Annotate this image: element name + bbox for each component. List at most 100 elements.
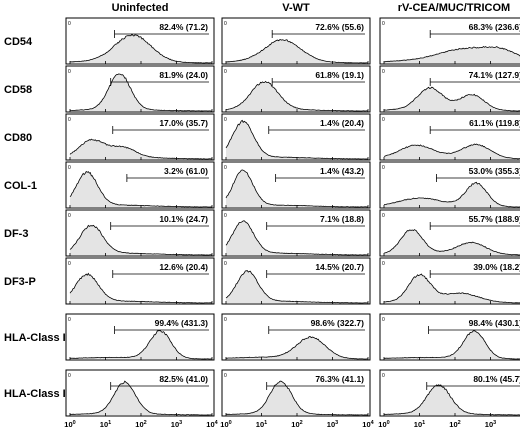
- x-tick-exponent: 4: [371, 420, 375, 426]
- gate-annotation: 17.0% (35.7): [159, 118, 208, 128]
- histogram-line: [70, 330, 212, 360]
- histogram-line: [69, 138, 212, 160]
- histogram-panel: 0 61.8% (19.1): [221, 65, 371, 113]
- y-tick-label: 0: [382, 69, 385, 75]
- x-tick-exponent: 4: [215, 420, 219, 426]
- x-tick-exponent: 1: [264, 420, 267, 426]
- column-header: Uninfected: [112, 2, 169, 14]
- histogram-panel: 0 98.6% (322.7): [221, 313, 371, 361]
- panel-frame: [65, 313, 215, 361]
- histogram-fill: [70, 225, 212, 255]
- histogram-fill: [226, 381, 368, 415]
- histogram-line: [225, 380, 369, 416]
- histogram-line: [383, 86, 520, 112]
- x-tick-label: 100: [378, 420, 389, 429]
- y-tick-label: 0: [68, 213, 71, 219]
- x-tick-label: 103: [171, 420, 182, 429]
- y-tick-label: 0: [382, 21, 385, 27]
- histogram-line: [384, 273, 520, 304]
- x-tick-exponent: 2: [144, 420, 147, 426]
- x-tick-label: 100: [64, 420, 75, 429]
- histogram-panel: 0 74.1% (127.9): [379, 65, 520, 113]
- histogram-fill: [384, 87, 520, 111]
- x-tick-exponent: 1: [108, 420, 111, 426]
- histogram-panel: 0 7.1% (18.8): [221, 209, 371, 257]
- x-tick-label: 104: [206, 420, 218, 429]
- histogram-panel: 0 39.0% (18.2): [379, 257, 520, 305]
- gate-annotation: 72.6% (55.6): [315, 22, 364, 32]
- x-tick-label: 101: [414, 420, 425, 429]
- gate-annotation: 10.1% (24.7): [159, 214, 208, 224]
- gate-annotation: 12.6% (20.4): [159, 262, 208, 272]
- y-tick-label: 0: [68, 117, 71, 123]
- gate-annotation: 82.5% (41.0): [159, 374, 208, 384]
- x-tick-label: 102: [449, 420, 460, 429]
- histogram-line: [383, 181, 520, 208]
- y-tick-label: 0: [224, 117, 227, 123]
- histogram-panel: 0 17.0% (35.7): [65, 113, 215, 161]
- gate-annotation: 61.1% (119.8): [469, 118, 520, 128]
- gate-annotation: 99.4% (431.3): [155, 318, 209, 328]
- histogram-panel: 0 53.0% (355.3): [379, 161, 520, 209]
- gate-annotation: 98.6% (322.7): [311, 318, 365, 328]
- column-header: V-WT: [282, 2, 310, 14]
- histogram-panel: 0 61.1% (119.8): [379, 113, 520, 161]
- gate-annotation: 76.3% (41.1): [315, 374, 364, 384]
- y-tick-label: 0: [224, 165, 227, 171]
- row-label: COL-1: [4, 180, 37, 192]
- histogram-fill: [226, 120, 368, 159]
- histogram-panel: 0 80.1% (45.7): [379, 369, 520, 417]
- gate-annotation: 7.1% (18.8): [320, 214, 364, 224]
- histogram-line: [383, 384, 520, 416]
- histogram-fill: [384, 144, 520, 159]
- x-tick-label: 101: [100, 420, 111, 429]
- y-tick-label: 0: [224, 317, 227, 323]
- column-header: rV-CEA/MUC/TRICOM: [398, 2, 510, 14]
- histogram-fill: [226, 39, 368, 63]
- histogram-panel: 0 55.7% (188.9): [379, 209, 520, 257]
- y-tick-label: 0: [224, 69, 227, 75]
- row-label: DF-3: [4, 228, 28, 240]
- panel-frame: [379, 313, 520, 361]
- x-tick-label: 100: [220, 420, 231, 429]
- histogram-line: [226, 39, 368, 64]
- histogram-fill: [384, 182, 520, 207]
- gate-annotation: 3.2% (61.0): [164, 166, 208, 176]
- y-tick-label: 0: [68, 373, 71, 379]
- y-tick-label: 0: [224, 373, 227, 379]
- y-tick-label: 0: [224, 21, 227, 27]
- gate-annotation: 61.8% (19.1): [315, 70, 364, 80]
- x-tick-exponent: 3: [179, 420, 182, 426]
- histogram-fill: [226, 270, 368, 303]
- y-tick-label: 0: [68, 69, 71, 75]
- x-tick-label: 103: [485, 420, 496, 429]
- gate-annotation: 80.1% (45.7): [473, 374, 520, 384]
- histogram-panel: 0 82.5% (41.0): [65, 369, 215, 417]
- histogram-panel: 0 1.4% (20.4): [221, 113, 371, 161]
- histogram-line: [69, 33, 213, 64]
- y-tick-label: 0: [382, 317, 385, 323]
- row-label: DF3-P: [4, 276, 36, 288]
- histogram-line: [69, 73, 212, 112]
- histogram-panel: 0 99.4% (431.3): [65, 313, 215, 361]
- histogram-fill: [384, 274, 520, 303]
- histogram-panel: 0 82.4% (71.2): [65, 17, 215, 65]
- histogram-line: [384, 330, 520, 360]
- y-tick-label: 0: [68, 317, 71, 323]
- histogram-fill: [70, 330, 212, 359]
- histogram-fill: [70, 73, 212, 111]
- x-tick-label: 103: [327, 420, 338, 429]
- histogram-line: [69, 380, 212, 416]
- y-tick-label: 0: [382, 373, 385, 379]
- gate-annotation: 68.3% (236.6): [469, 22, 520, 32]
- histogram-fill: [226, 336, 368, 359]
- gate-annotation: 82.4% (71.2): [159, 22, 208, 32]
- histogram-line: [225, 336, 369, 360]
- x-tick-label: 104: [362, 420, 374, 429]
- x-tick-exponent: 0: [229, 420, 232, 426]
- gate-annotation: 14.5% (20.7): [315, 262, 364, 272]
- y-tick-label: 0: [68, 165, 71, 171]
- histogram-fill: [226, 81, 368, 111]
- histogram-panel: 0 10.1% (24.7): [65, 209, 215, 257]
- histogram-panel: 0 98.4% (430.1): [379, 313, 520, 361]
